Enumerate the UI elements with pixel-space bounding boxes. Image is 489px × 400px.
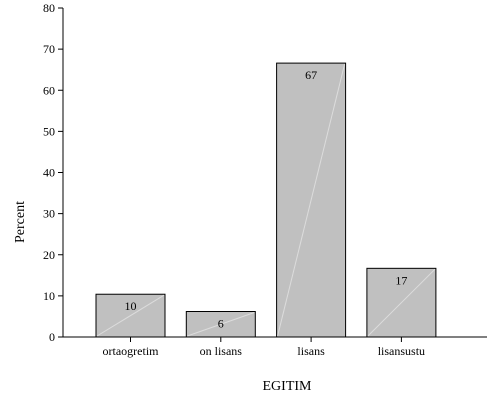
bar-group: 10 bbox=[95, 293, 166, 338]
y-tick-label: 80 bbox=[43, 1, 55, 15]
y-tick-label: 30 bbox=[43, 207, 55, 221]
x-tick-label: lisansustu bbox=[378, 344, 425, 358]
bar-shading-line bbox=[277, 63, 346, 337]
bar-data-label: 67 bbox=[305, 68, 317, 82]
bar-shading-line bbox=[367, 268, 436, 337]
x-axis: ortaogretim on lisans lisans lisansustu bbox=[63, 336, 487, 358]
bar-shading-line bbox=[96, 294, 165, 337]
x-tick-label: ortaogretim bbox=[103, 344, 160, 358]
bar-data-label: 10 bbox=[125, 299, 137, 313]
y-tick-label: 60 bbox=[43, 83, 55, 97]
bar-data-label: 17 bbox=[395, 273, 407, 287]
y-tick-label: 40 bbox=[43, 166, 55, 180]
bar-data-label: 6 bbox=[218, 317, 224, 331]
y-tick-label: 70 bbox=[43, 42, 55, 56]
x-tick-label: lisans bbox=[297, 344, 325, 358]
bar-shading-line bbox=[187, 312, 255, 337]
y-tick-label: 20 bbox=[43, 248, 55, 262]
y-axis-title: Percent bbox=[13, 201, 28, 243]
x-axis-title: EGITIM bbox=[263, 379, 313, 394]
y-tick-label: 0 bbox=[49, 330, 55, 344]
bars: 10 6 67 17 bbox=[95, 62, 437, 338]
y-tick-label: 50 bbox=[43, 124, 55, 138]
bar-group: 67 bbox=[276, 62, 347, 338]
x-tick-label: on lisans bbox=[200, 344, 243, 358]
bar-group: 6 bbox=[185, 311, 256, 338]
y-tick-label: 10 bbox=[43, 289, 55, 303]
bar-group: 17 bbox=[366, 267, 437, 338]
y-axis: 0 10 20 30 40 50 60 70 80 bbox=[43, 1, 64, 344]
